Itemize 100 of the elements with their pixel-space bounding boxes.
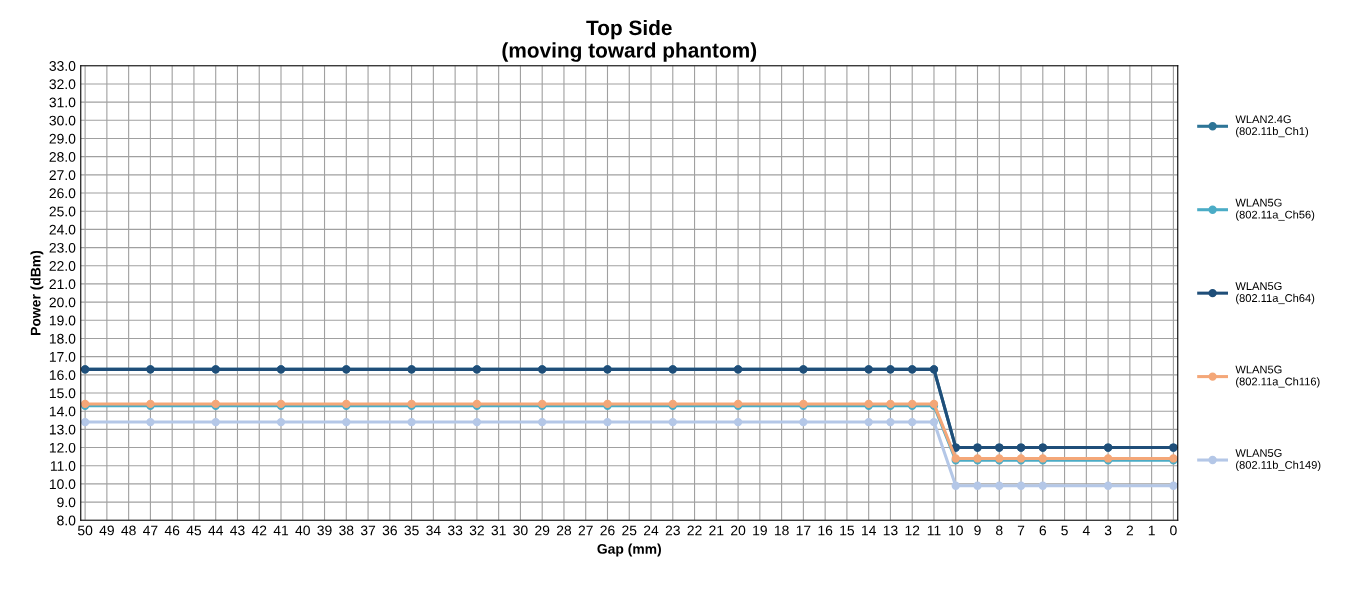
y-tick-label: 33.0 xyxy=(49,61,76,71)
x-tick-label: 17 xyxy=(796,525,811,536)
x-tick-label: 11 xyxy=(927,525,941,536)
x-tick-label: 12 xyxy=(905,525,920,536)
x-tick-label: 38 xyxy=(339,525,354,536)
x-axis-title: Gap (mm) xyxy=(597,543,661,557)
point xyxy=(603,417,612,427)
x-tick-label: 15 xyxy=(840,525,855,536)
x-tick-label: 34 xyxy=(426,525,441,536)
y-tick-label: 29.0 xyxy=(49,133,76,144)
legend-label: WLAN5G (802.11b_Ch149) xyxy=(1235,449,1321,472)
point xyxy=(146,417,155,427)
legend-label: WLAN5G (802.11a_Ch56) xyxy=(1235,198,1315,221)
x-tick-label: 37 xyxy=(360,525,376,536)
point xyxy=(929,417,939,427)
chart-title: Top Side (moving toward phantom) xyxy=(502,19,757,62)
y-tick-label: 23.0 xyxy=(49,242,76,253)
y-tick-label: 27.0 xyxy=(49,170,76,181)
x-tick-label: 5 xyxy=(1061,525,1068,536)
x-tick-label: 45 xyxy=(186,525,202,536)
point xyxy=(1169,481,1178,490)
y-tick-label: 18.0 xyxy=(49,333,76,344)
x-tick-label: 49 xyxy=(99,525,114,536)
x-tick-label: 28 xyxy=(556,525,572,536)
y-tick-label: 25.0 xyxy=(49,206,76,217)
point xyxy=(276,417,286,427)
x-tick-label: 4 xyxy=(1082,525,1090,536)
x-tick-label: 23 xyxy=(665,525,680,536)
y-tick-label: 26.0 xyxy=(49,188,76,199)
x-tick-label: 42 xyxy=(251,525,267,536)
x-tick-label: 47 xyxy=(143,525,158,536)
x-tick-label: 39 xyxy=(317,525,332,536)
x-tick-label: 35 xyxy=(404,525,419,536)
y-tick-label: 10.0 xyxy=(49,479,76,490)
x-tick-label: 7 xyxy=(1017,525,1025,536)
x-tick-label: 40 xyxy=(295,525,310,536)
x-tick-label: 0 xyxy=(1170,525,1177,536)
y-tick-label: 8.0 xyxy=(57,515,76,526)
y-tick-label: 31.0 xyxy=(49,97,76,108)
x-tick-label: 10 xyxy=(949,525,963,536)
x-tick-label: 13 xyxy=(883,525,898,536)
x-tick-label: 27 xyxy=(578,525,593,536)
point xyxy=(973,481,982,490)
y-tick-label: 28.0 xyxy=(49,152,76,162)
x-tick-label: 14 xyxy=(862,525,876,536)
x-tick-label: 19 xyxy=(753,525,767,536)
point xyxy=(538,417,547,427)
x-tick-label: 9 xyxy=(974,525,981,536)
point xyxy=(1103,481,1113,490)
y-tick-label: 32.0 xyxy=(49,79,76,90)
x-tick-label: 22 xyxy=(687,525,702,536)
y-tick-label: 9.0 xyxy=(57,497,76,508)
y-tick-label: 30.0 xyxy=(49,115,76,126)
point xyxy=(908,417,917,427)
x-tick-label: 3 xyxy=(1104,525,1112,536)
x-tick-label: 8 xyxy=(996,525,1003,536)
point xyxy=(342,417,351,427)
point xyxy=(472,417,482,427)
y-tick-label: 21.0 xyxy=(49,279,76,290)
x-tick-label: 33 xyxy=(447,525,463,536)
x-tick-label: 26 xyxy=(600,525,615,536)
x-tick-label: 48 xyxy=(121,525,136,536)
y-tick-label: 16.0 xyxy=(49,370,76,380)
point xyxy=(211,417,220,427)
x-tick-label: 16 xyxy=(818,525,833,536)
x-tick-label: 25 xyxy=(622,525,637,536)
point xyxy=(995,481,1004,490)
y-tick-label: 24.0 xyxy=(49,224,76,235)
x-tick-label: 50 xyxy=(77,525,93,536)
x-tick-label: 32 xyxy=(469,525,484,536)
y-tick-label: 13.0 xyxy=(49,424,76,435)
x-tick-label: 44 xyxy=(208,525,224,536)
x-tick-label: 24 xyxy=(644,525,659,536)
legend-label: WLAN2.4G (802.11b_Ch1) xyxy=(1235,115,1308,138)
y-axis-title: Power (dBm) xyxy=(30,250,44,335)
y-tick-label: 19.0 xyxy=(49,315,76,326)
point xyxy=(1016,481,1026,490)
x-tick-label: 30 xyxy=(513,525,528,536)
y-tick-label: 17.0 xyxy=(49,351,76,362)
y-tick-label: 12.0 xyxy=(49,442,76,453)
legend-label: WLAN5G (802.11a_Ch116) xyxy=(1235,365,1320,388)
y-tick-label: 15.0 xyxy=(49,388,76,399)
point xyxy=(864,417,873,427)
x-tick-label: 31 xyxy=(491,525,506,536)
x-tick-label: 29 xyxy=(535,525,550,536)
x-tick-label: 1 xyxy=(1148,525,1155,536)
x-tick-label: 20 xyxy=(731,525,746,536)
x-tick-label: 21 xyxy=(709,525,724,536)
x-tick-label: 41 xyxy=(273,525,289,536)
point xyxy=(80,417,90,427)
point xyxy=(799,417,808,427)
point xyxy=(1038,481,1047,490)
point xyxy=(668,417,677,427)
y-tick-label: 14.0 xyxy=(49,406,76,417)
x-tick-label: 2 xyxy=(1126,525,1134,536)
point xyxy=(951,481,960,490)
x-tick-label: 6 xyxy=(1039,525,1047,536)
x-tick-label: 43 xyxy=(230,525,245,536)
point xyxy=(407,417,416,427)
y-tick-label: 20.0 xyxy=(49,297,76,308)
